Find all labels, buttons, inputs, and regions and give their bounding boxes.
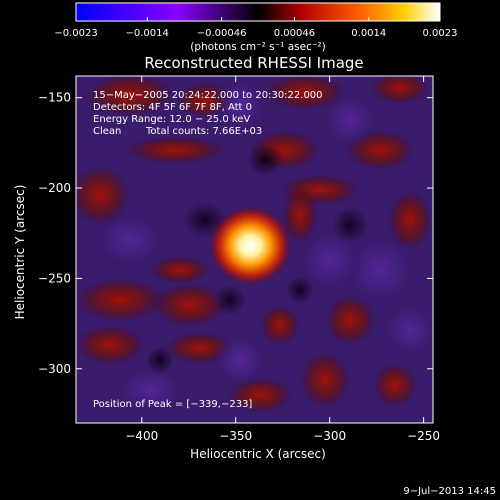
x-axis-label: Heliocentric X (arcsec) (190, 447, 326, 461)
colorbar-tick-label: −0.00046 (197, 28, 247, 39)
x-tick-label: −400 (125, 429, 158, 443)
footer-date: 9−Jul−2013 14:45 (403, 486, 496, 497)
image-texture (152, 283, 228, 327)
annotation-detectors: Detectors: 4F 5F 6F 7F 8F, Att 0 (93, 102, 252, 113)
image-texture (282, 187, 318, 243)
image-texture (300, 352, 350, 408)
image-texture (214, 284, 246, 316)
image-texture (325, 295, 375, 345)
image-texture (110, 365, 190, 415)
axis-ticks: −400 −350 −300 −250 −150 −200 −250 −300 (38, 76, 440, 443)
image-texture (265, 76, 345, 110)
plot-frame (75, 75, 434, 424)
annotation-method: Clean (93, 126, 121, 137)
image-texture (76, 278, 165, 322)
image-texture (247, 144, 283, 176)
image-texture (380, 300, 433, 360)
y-tick-label: −300 (38, 362, 71, 376)
image-texture (260, 305, 300, 345)
colorbar (75, 2, 441, 22)
x-tick-label: −350 (219, 429, 252, 443)
y-tick-label: −200 (38, 181, 71, 195)
peak-source (208, 205, 293, 286)
colorbar-tick-label: 0.0023 (423, 28, 458, 39)
image-texture (76, 325, 145, 365)
y-tick-label: −250 (38, 271, 71, 285)
annotation-peak-position: Position of Peak = [−339,−233] (93, 399, 252, 410)
colorbar-tick-label: 0.00046 (274, 28, 315, 39)
y-tick-label: −150 (38, 91, 71, 105)
image-texture (210, 76, 270, 135)
colorbar-unit-label: (photons cm⁻² s⁻¹ asec⁻²) (190, 41, 325, 53)
x-tick-label: −300 (313, 429, 346, 443)
annotation-time-range: 15−May−2005 20:24:22.000 to 20:30:22.000 (93, 90, 323, 101)
image-texture (373, 363, 417, 407)
colorbar-ticks: −0.0023 −0.0014 −0.00046 0.00046 0.0014 0.002… (54, 17, 458, 39)
image-texture (90, 210, 170, 270)
heatmap-image (76, 76, 433, 423)
image-texture (286, 276, 314, 304)
chart-title: Reconstructed RHESSI Image (144, 54, 363, 72)
annotation-counts: Total counts: 7.66E+03 (145, 126, 262, 137)
image-texture (150, 256, 210, 284)
colorbar-tick-label: −0.0023 (54, 28, 97, 39)
image-texture (210, 330, 270, 390)
image-texture (76, 165, 130, 225)
x-tick-label: −250 (407, 429, 440, 443)
annotation-energy: Energy Range: 12.0 − 25.0 keV (93, 114, 250, 125)
image-texture (332, 207, 368, 243)
colorbar-tick-label: 0.0014 (351, 28, 386, 39)
image-texture (370, 76, 430, 104)
colorbar-tick-label: −0.0014 (126, 28, 169, 39)
image-texture (146, 346, 174, 374)
y-axis-label: Heliocentric Y (arcsec) (13, 185, 27, 320)
image-texture (85, 76, 175, 117)
image-texture (320, 90, 380, 150)
image-texture (125, 136, 225, 164)
